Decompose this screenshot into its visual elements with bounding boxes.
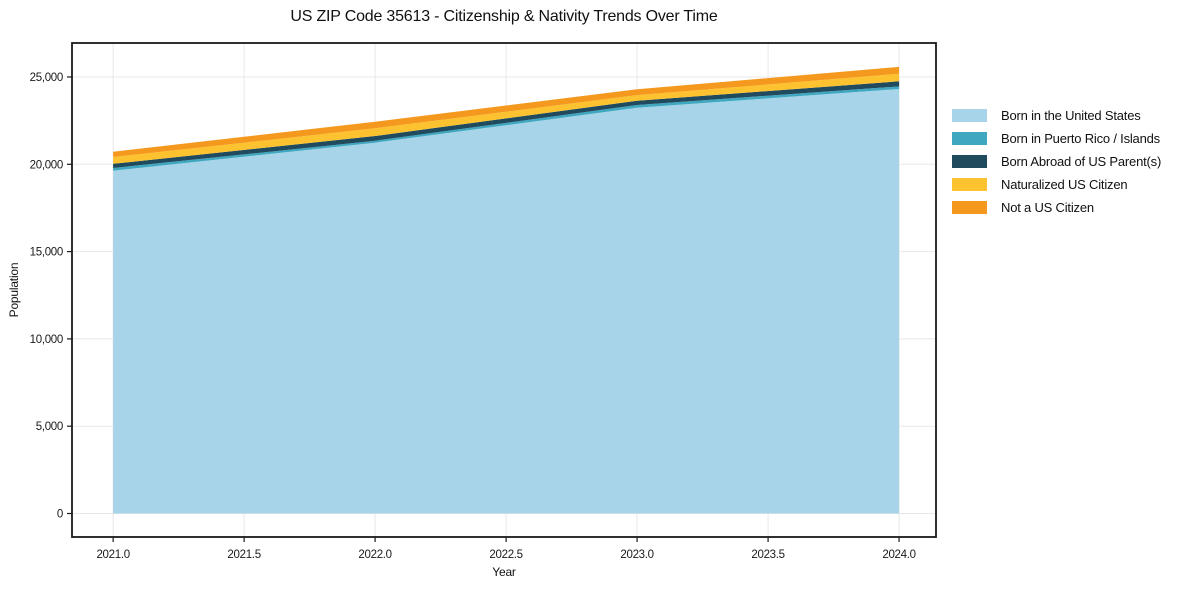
y-tick-label: 20,000 <box>30 159 63 171</box>
legend-item: Born Abroad of US Parent(s) <box>952 153 1161 169</box>
chart-title: US ZIP Code 35613 - Citizenship & Nativi… <box>290 8 718 25</box>
x-tick-label: 2023.5 <box>751 549 784 561</box>
x-tick-label: 2023.0 <box>620 549 653 561</box>
legend-label: Not a US Citizen <box>1001 199 1094 215</box>
legend-item: Naturalized US Citizen <box>952 176 1161 192</box>
y-tick-label: 15,000 <box>30 247 63 259</box>
y-tick-label: 0 <box>57 508 63 520</box>
area-band-2 <box>113 86 900 171</box>
area-band-4 <box>113 73 900 164</box>
legend: Born in the United States Born in Puerto … <box>952 107 1161 215</box>
legend-swatch-icon <box>952 108 987 122</box>
legend-label: Naturalized US Citizen <box>1001 176 1128 192</box>
legend-item: Not a US Citizen <box>952 199 1161 215</box>
x-tick-label: 2024.0 <box>882 549 915 561</box>
axes-frame <box>71 42 937 538</box>
x-axis-label: Year <box>492 565 516 579</box>
x-tick-label: 2022.5 <box>489 549 522 561</box>
legend-item: Born in Puerto Rico / Islands <box>952 130 1161 146</box>
legend-swatch-icon <box>952 177 987 191</box>
legend-label: Born Abroad of US Parent(s) <box>1001 153 1162 169</box>
x-tick-label: 2022.0 <box>358 549 391 561</box>
legend-label: Born in the United States <box>1001 107 1141 123</box>
area-band-5 <box>113 66 900 157</box>
y-tick-label: 25,000 <box>30 72 63 84</box>
legend-swatch-icon <box>952 200 987 214</box>
y-axis-label: Population <box>7 262 21 318</box>
x-tick-label: 2021.0 <box>96 549 129 561</box>
y-tick-label: 10,000 <box>30 334 63 346</box>
area-band-1 <box>113 89 900 514</box>
area-band-3 <box>113 81 900 168</box>
legend-item: Born in the United States <box>952 107 1161 123</box>
legend-swatch-icon <box>952 154 987 168</box>
y-tick-label: 5,000 <box>36 421 63 433</box>
legend-label: Born in Puerto Rico / Islands <box>1001 130 1160 146</box>
legend-swatch-icon <box>952 131 987 145</box>
x-tick-label: 2021.5 <box>227 549 260 561</box>
